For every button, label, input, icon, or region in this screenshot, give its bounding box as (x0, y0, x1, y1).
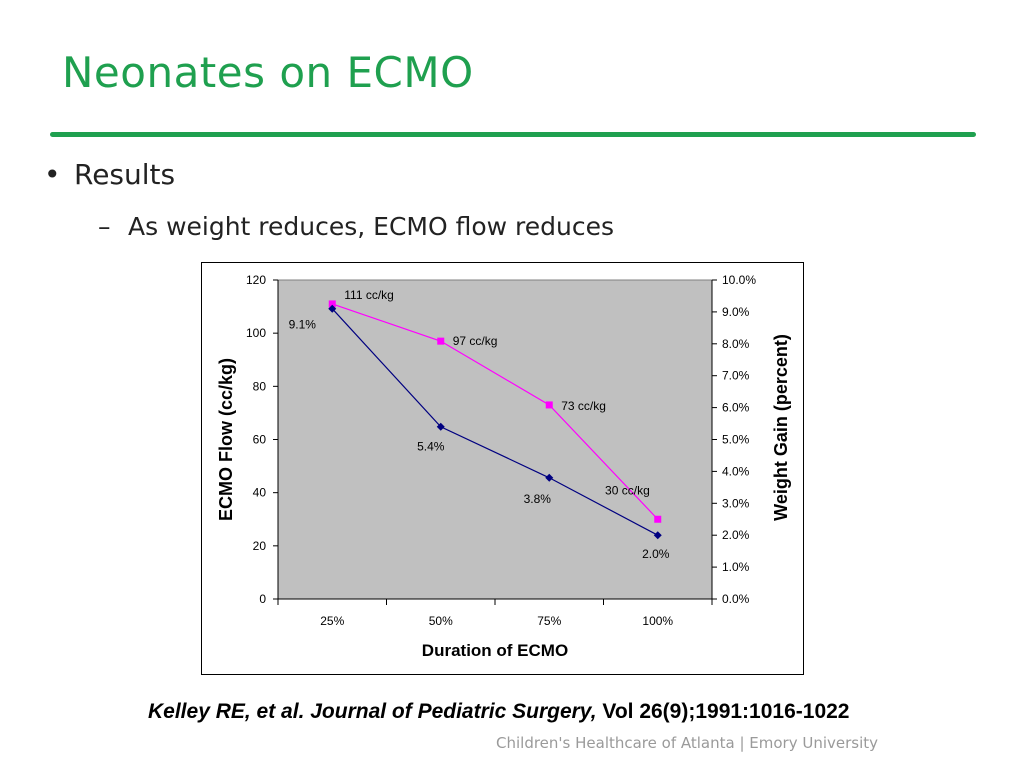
series-line-ecmo-flow (332, 303, 659, 520)
data-label-ecmo-flow: 30 cc/kg (605, 483, 650, 497)
y2-tick-label: 10.0% (722, 273, 756, 287)
sub-bullet-text: As weight reduces, ECMO flow reduces (128, 212, 615, 241)
y-tick-label: 0 (259, 592, 266, 606)
series-line-weight-gain (331, 308, 659, 536)
y2-tick-label: 8.0% (722, 337, 750, 351)
slide-title: Neonates on ECMO (62, 48, 474, 97)
x-tick-label: 100% (642, 614, 673, 628)
data-label-weight-gain: 5.4% (417, 440, 445, 454)
marker-ecmo-flow (328, 300, 336, 308)
footer-text: Children's Healthcare of Atlanta | Emory… (496, 734, 879, 752)
y2-tick-label: 3.0% (722, 496, 750, 510)
marker-weight-gain (436, 422, 445, 431)
data-label-ecmo-flow: 111 cc/kg (344, 288, 394, 302)
y2-tick-label: 2.0% (722, 528, 750, 542)
marker-weight-gain (328, 304, 337, 313)
marker-ecmo-flow (545, 401, 553, 409)
marker-ecmo-flow (437, 337, 445, 345)
y2-tick-label: 0.0% (722, 592, 750, 606)
bullet-results: • Results (44, 158, 175, 191)
sub-bullet: – As weight reduces, ECMO flow reduces (98, 212, 614, 241)
data-label-ecmo-flow: 97 cc/kg (453, 334, 498, 348)
marker-ecmo-flow (654, 515, 662, 523)
y-tick-label: 20 (253, 539, 267, 553)
x-tick-label: 25% (320, 614, 344, 628)
marker-weight-gain (545, 473, 554, 482)
marker-weight-gain (653, 531, 662, 540)
y2-tick-label: 9.0% (722, 305, 750, 319)
data-label-weight-gain: 9.1% (289, 318, 317, 332)
y2-tick-label: 7.0% (722, 369, 750, 383)
y-tick-label: 100 (246, 326, 266, 340)
y2-tick-label: 5.0% (722, 433, 750, 447)
y2-tick-label: 6.0% (722, 401, 750, 415)
plot-area (277, 279, 713, 600)
citation-italic: Kelley RE, et al. Journal of Pediatric S… (148, 700, 597, 723)
y-tick-label: 40 (253, 486, 267, 500)
sub-bullet-dash: – (98, 212, 111, 241)
citation-plain: Vol 26(9);1991:1016-1022 (596, 700, 850, 723)
x-tick-label: 75% (537, 614, 561, 628)
chart-container: 0 20 40 60 80 100 120 0.0% 1.0% 2.0% 3.0% 4.0% 5.0% 6… (201, 262, 804, 675)
y2-axis-title: Weight Gain (percent) (771, 334, 791, 521)
bullet-marker: • (44, 158, 61, 191)
title-divider (50, 132, 976, 137)
y2-tick-label: 1.0% (722, 560, 750, 574)
bullet-results-text: Results (74, 158, 176, 191)
data-label-weight-gain: 3.8% (524, 492, 552, 506)
x-tick-label: 50% (429, 614, 453, 628)
citation: Kelley RE, et al. Journal of Pediatric S… (148, 700, 849, 724)
x-axis-title: Duration of ECMO (422, 641, 568, 660)
data-label-weight-gain: 2.0% (642, 547, 670, 561)
y-tick-label: 120 (246, 273, 266, 287)
y2-tick-label: 4.0% (722, 464, 750, 478)
chart-svg: 0 20 40 60 80 100 120 0.0% 1.0% 2.0% 3.0% 4.0% 5.0% 6… (216, 273, 791, 660)
y-tick-label: 60 (253, 433, 267, 447)
y-axis-title: ECMO Flow (cc/kg) (216, 358, 236, 521)
data-label-ecmo-flow: 73 cc/kg (561, 399, 606, 413)
y-tick-label: 80 (253, 379, 267, 393)
